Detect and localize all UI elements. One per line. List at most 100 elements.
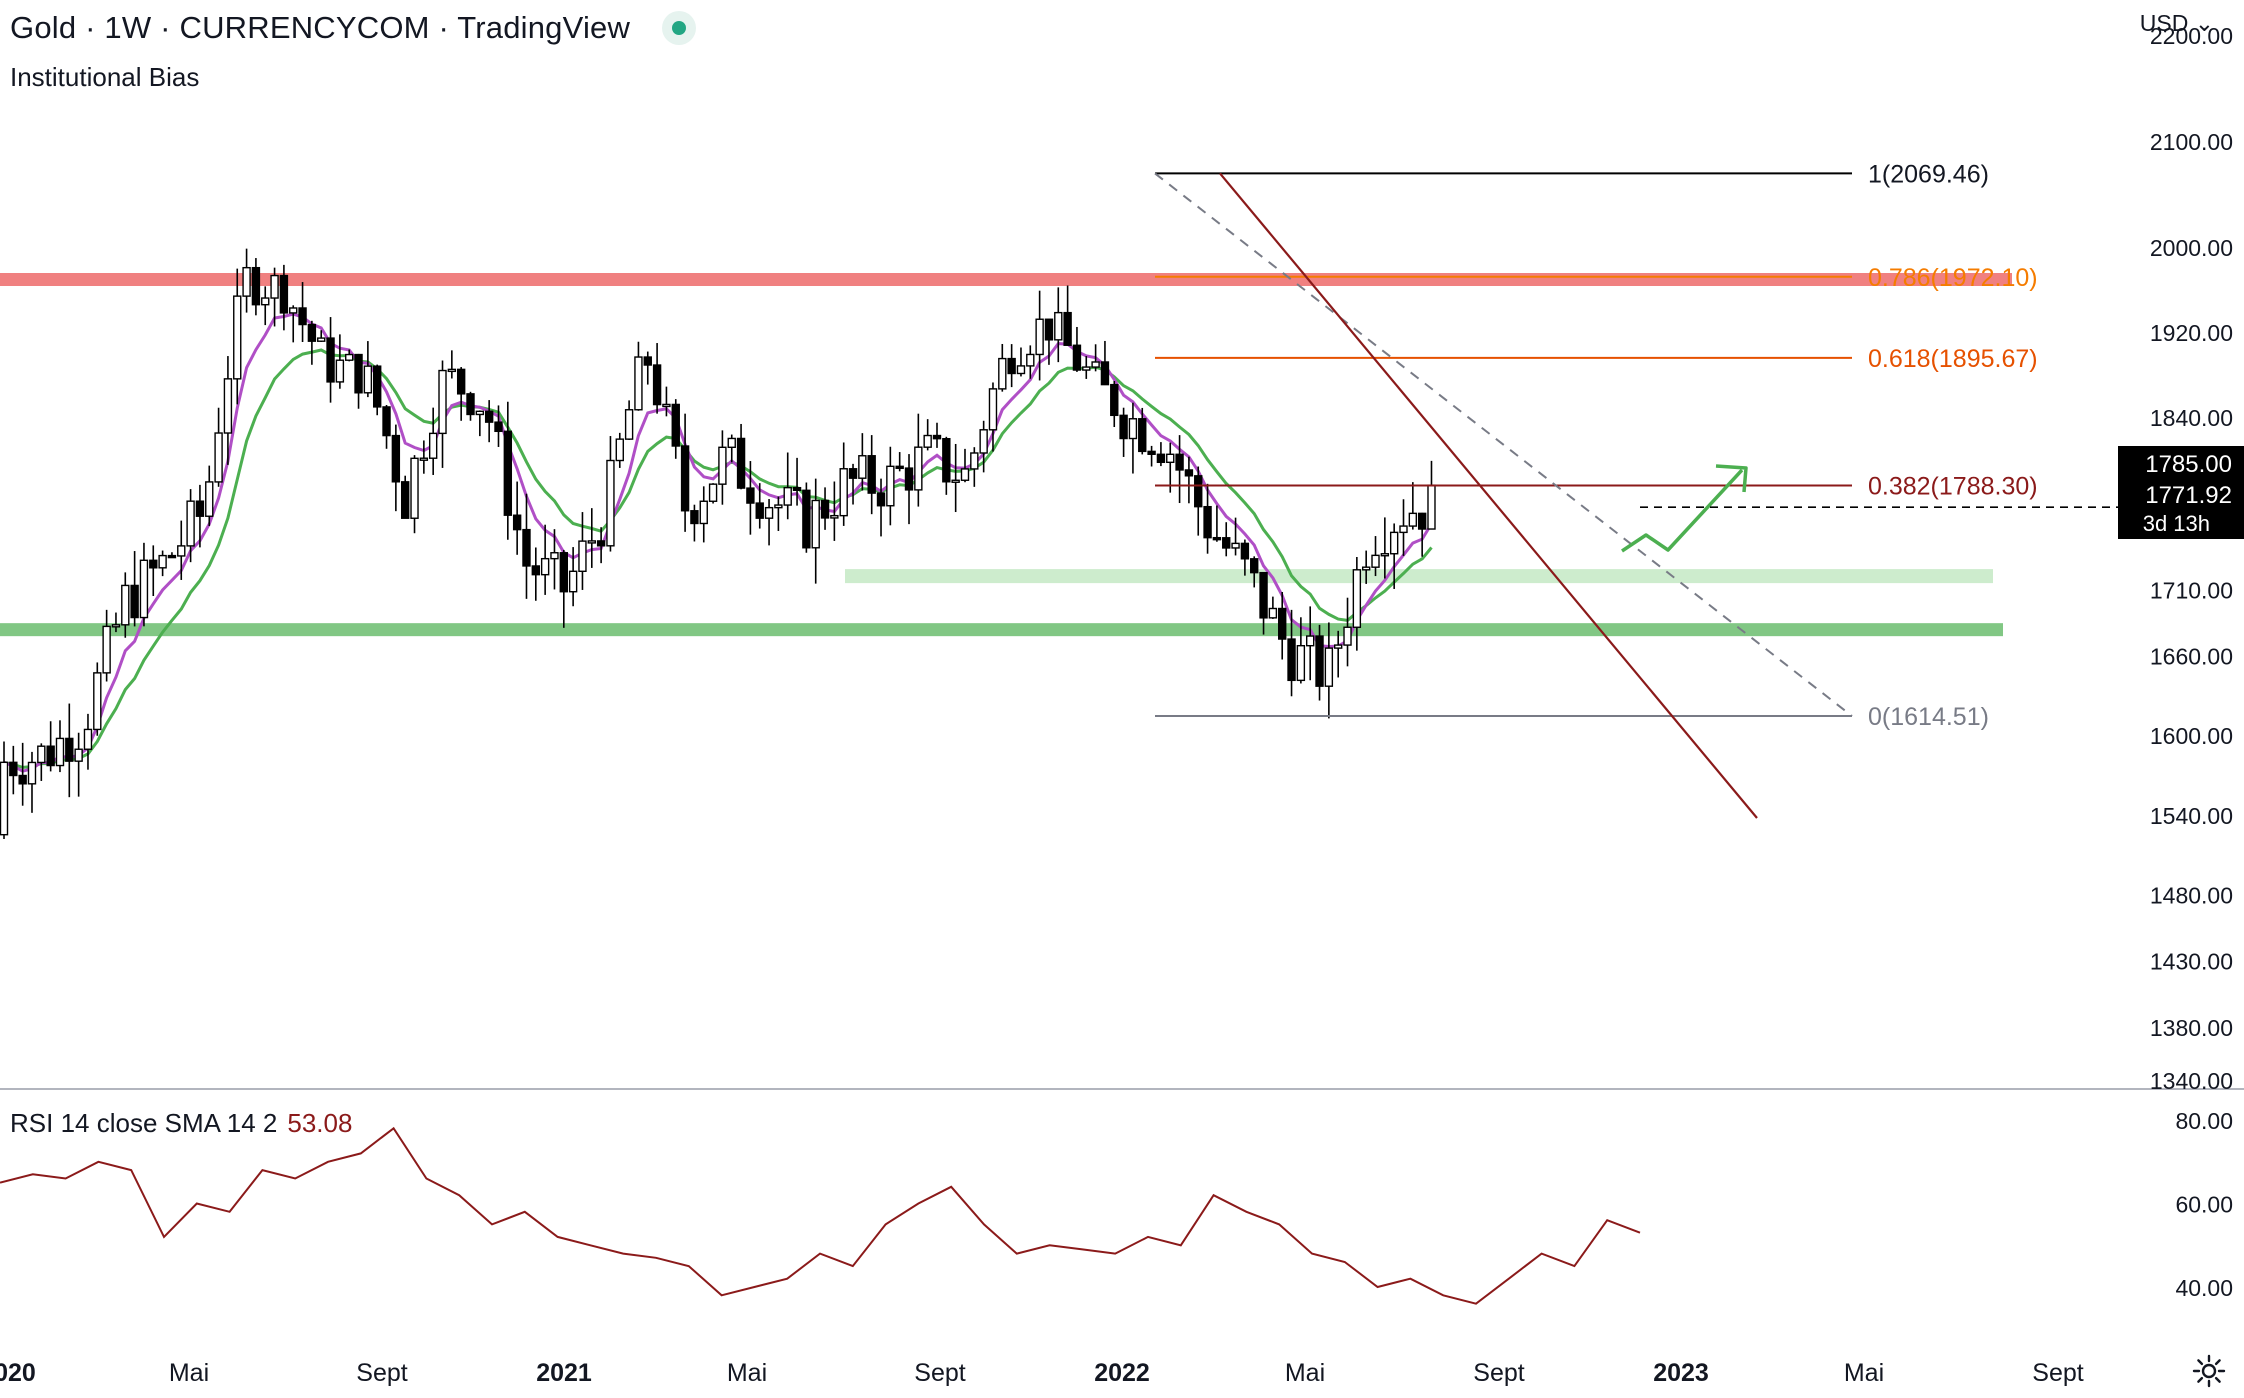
gear-icon[interactable] — [2192, 1354, 2226, 1388]
candle-body — [755, 502, 764, 519]
candle-body — [102, 625, 111, 674]
candle-body — [1128, 418, 1138, 440]
candle-body — [578, 540, 587, 573]
candle-body — [783, 486, 792, 506]
candle-body — [1296, 645, 1306, 682]
candle-body — [37, 745, 46, 764]
fib-level-label: 0.382(1788.30) — [1868, 473, 2038, 501]
price-tick-label: 2200.00 — [2150, 23, 2233, 49]
price-tick-label: 1480.00 — [2150, 882, 2233, 908]
fib-level-label: 1(2069.46) — [1868, 160, 1989, 188]
candle-body — [811, 499, 820, 549]
candle-body — [708, 483, 718, 502]
candle-body — [1278, 607, 1287, 640]
rsi-legend[interactable]: RSI 14 close SMA 14 2 53.08 — [10, 1108, 352, 1139]
indicator-name[interactable]: Institutional Bias — [10, 62, 200, 92]
candle-body — [1389, 531, 1399, 555]
candle-body — [1417, 512, 1427, 530]
candle-body — [1072, 344, 1082, 371]
candle-body — [932, 434, 942, 440]
candle-body — [1259, 571, 1268, 619]
candle-body — [1016, 365, 1026, 375]
candle-body — [1119, 414, 1128, 440]
candle-body — [1212, 536, 1222, 541]
fib-level-label: 0(1614.51) — [1868, 703, 1989, 731]
countdown-label: 3d 13h — [2143, 511, 2210, 536]
candle-body — [261, 297, 270, 306]
price-tick-label: 1660.00 — [2150, 644, 2233, 670]
candle-body — [1138, 418, 1147, 453]
candle-body — [475, 410, 485, 416]
candle-body — [643, 356, 652, 366]
candle-body — [596, 540, 606, 547]
price-tick-label: 2100.00 — [2150, 129, 2233, 155]
candle-body — [65, 737, 74, 762]
candle-body — [848, 468, 858, 479]
candle-body — [1110, 383, 1119, 417]
candle-body — [373, 365, 382, 408]
candle-body — [876, 492, 886, 507]
candle-body — [1007, 357, 1016, 375]
current-price-label: 1771.92 — [2145, 482, 2232, 509]
candle-body — [1371, 554, 1380, 568]
candle-body — [839, 468, 848, 517]
candle-body — [522, 528, 531, 567]
candle-body — [1203, 505, 1212, 539]
chart-title[interactable]: Gold · 1W · CURRENCYCOM · TradingView — [10, 10, 631, 45]
candle-body — [1026, 353, 1035, 367]
candle-body — [792, 486, 802, 492]
price-tick-label: 1340.00 — [2150, 1068, 2233, 1094]
ema-fast-line — [3, 312, 1433, 773]
candle-body — [242, 266, 251, 297]
candle-body — [820, 499, 830, 519]
candle-body — [736, 437, 746, 489]
candle-body — [307, 323, 317, 342]
time-axis-label: Sept — [356, 1359, 407, 1387]
candle-body — [0, 761, 9, 836]
time-axis-label: Sept — [2032, 1359, 2083, 1387]
candle-body — [1287, 638, 1296, 682]
candle-body — [1231, 542, 1240, 549]
candle-body — [718, 446, 727, 485]
candle-body — [177, 545, 186, 557]
candle-body — [1054, 311, 1063, 341]
price-label-bg — [2118, 481, 2244, 539]
candle-body — [46, 745, 55, 767]
candle-body — [167, 554, 177, 559]
candle-body — [438, 369, 447, 435]
candle-body — [568, 570, 578, 593]
candle-body — [1408, 512, 1418, 527]
candle-body — [1352, 569, 1362, 628]
candle-body — [382, 406, 391, 437]
candle-body — [1091, 361, 1100, 368]
candle-body — [1100, 361, 1110, 386]
candle-body — [988, 388, 998, 431]
fib-level-label: 0.786(1972.10) — [1868, 264, 2038, 292]
price-tick-label: 1600.00 — [2150, 723, 2233, 749]
candle-body — [914, 446, 923, 491]
candle-body — [326, 337, 335, 383]
time-axis-label: Sept — [1473, 1359, 1524, 1387]
candle-body — [456, 368, 466, 395]
candle-body — [93, 672, 102, 731]
fib-level-label: 0.618(1895.67) — [1868, 345, 2038, 373]
candle-body — [951, 479, 960, 483]
candle-body — [205, 481, 214, 517]
candle-body — [531, 565, 541, 576]
projection-arrow — [1621, 468, 1744, 553]
candle-body — [830, 514, 839, 519]
candle-body — [1380, 553, 1390, 557]
market-status-icon[interactable] — [662, 11, 697, 45]
candle-body — [512, 514, 522, 531]
price-tick-label: 1920.00 — [2150, 320, 2233, 346]
support-zone-light — [845, 569, 1993, 584]
candle-body — [158, 554, 167, 569]
candles — [0, 248, 1436, 839]
time-axis-label: 2023 — [1653, 1359, 1709, 1387]
currency-selector[interactable]: USD ⌄ — [2140, 10, 2214, 37]
candle-body — [550, 552, 559, 560]
candle-body — [428, 432, 438, 459]
candle-body — [223, 378, 233, 434]
candle-body — [317, 337, 326, 342]
